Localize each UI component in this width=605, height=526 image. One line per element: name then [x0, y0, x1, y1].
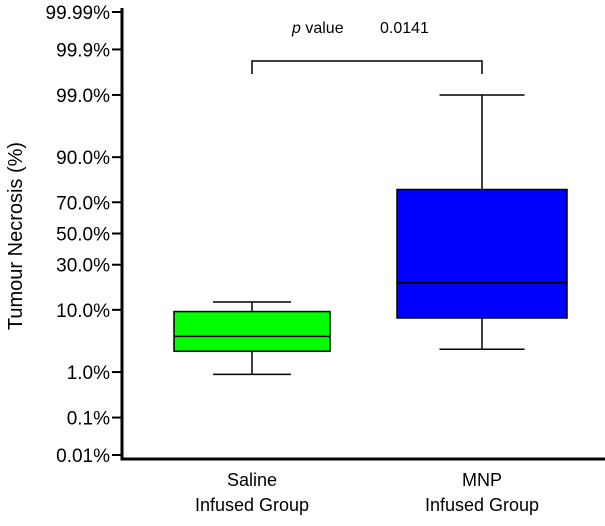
- p-value-number: 0.0141: [380, 20, 429, 37]
- x-category-label-line2: Infused Group: [195, 495, 309, 515]
- y-tick-label: 99.9%: [56, 40, 110, 61]
- x-category-label-line1: MNP: [462, 470, 502, 490]
- p-value-italic: p: [291, 20, 301, 37]
- y-tick-label: 0.01%: [56, 446, 110, 467]
- y-tick-label: 70.0%: [56, 193, 110, 214]
- x-category-label-line1: Saline: [227, 470, 277, 490]
- iqr-box: [396, 188, 568, 319]
- boxes: [173, 94, 568, 376]
- x-category-label-line2: Infused Group: [425, 495, 539, 515]
- y-tick-label: 30.0%: [56, 256, 110, 277]
- x-category-labels: Saline Infused Group MNP Infused Group: [195, 470, 539, 515]
- y-tick-label: 99.0%: [56, 86, 110, 107]
- y-ticks: 0.01% 0.1% 1.0% 10.0% 30.0% 50.0% 70.0% 90.0% 99…: [46, 3, 122, 467]
- p-value-word: value: [301, 20, 344, 37]
- y-tick-label: 99.99%: [46, 3, 111, 24]
- iqr-box: [173, 310, 331, 353]
- y-tick-label: 90.0%: [56, 148, 110, 169]
- y-tick-label: 1.0%: [67, 363, 110, 384]
- box-group: [396, 94, 568, 350]
- y-tick-label: 50.0%: [56, 225, 110, 246]
- y-tick-label: 10.0%: [56, 301, 110, 322]
- significance-bracket: [251, 60, 483, 74]
- y-tick-label: 0.1%: [67, 409, 110, 430]
- box-group: [173, 301, 331, 376]
- y-axis-label: Tumour Necrosis (%): [5, 142, 27, 330]
- p-value-annotation: p value: [291, 20, 344, 37]
